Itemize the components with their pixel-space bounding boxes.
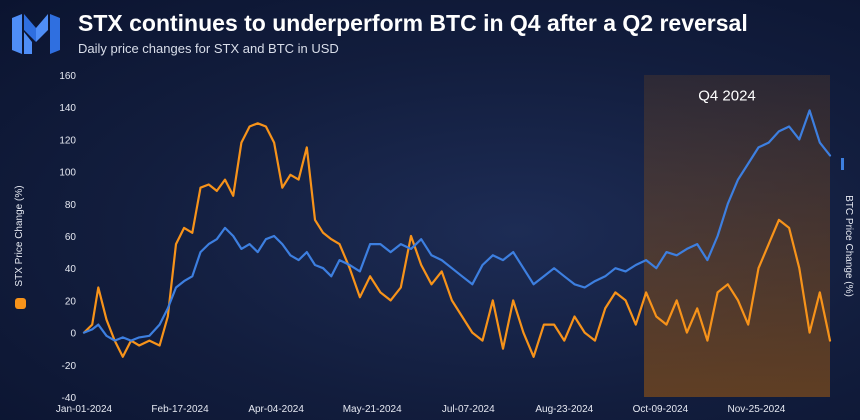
y-tick-label: 40: [65, 264, 77, 275]
x-tick-label: May-21-2024: [343, 404, 402, 415]
y-tick-label: 120: [59, 135, 76, 146]
x-tick-label: Jul-07-2024: [442, 404, 495, 415]
x-tick-label: Oct-09-2024: [633, 404, 689, 415]
btc-legend-marker: [841, 158, 844, 170]
y-tick-label: 160: [59, 71, 76, 82]
x-tick-label: Nov-25-2024: [728, 404, 786, 415]
chart-title: STX continues to underperform BTC in Q4 …: [78, 10, 748, 36]
chart-subtitle: Daily price changes for STX and BTC in U…: [78, 41, 339, 56]
x-tick-label: Aug-23-2024: [535, 404, 593, 415]
y-left-axis-title: STX Price Change (%): [14, 185, 25, 286]
y-tick-label: 20: [65, 296, 77, 307]
y-tick-label: 60: [65, 232, 77, 243]
y-right-axis-title: BTC Price Change (%): [843, 195, 854, 297]
x-tick-label: Jan-01-2024: [56, 404, 113, 415]
q4-shaded-region: [644, 75, 830, 397]
y-tick-label: 80: [65, 200, 77, 211]
x-tick-label: Apr-04-2024: [248, 404, 304, 415]
y-tick-label: -40: [62, 393, 77, 404]
y-tick-label: -20: [62, 361, 77, 372]
q4-annotation-label: Q4 2024: [698, 87, 756, 104]
y-tick-label: 140: [59, 103, 76, 114]
x-tick-label: Feb-17-2024: [151, 404, 209, 415]
y-tick-label: 0: [70, 329, 76, 340]
stx-series-line: [82, 122, 832, 358]
y-tick-label: 100: [59, 168, 76, 179]
btc-series-line: [82, 109, 832, 342]
brand-logo-icon: [12, 14, 60, 54]
stx-legend-marker: [15, 298, 26, 309]
